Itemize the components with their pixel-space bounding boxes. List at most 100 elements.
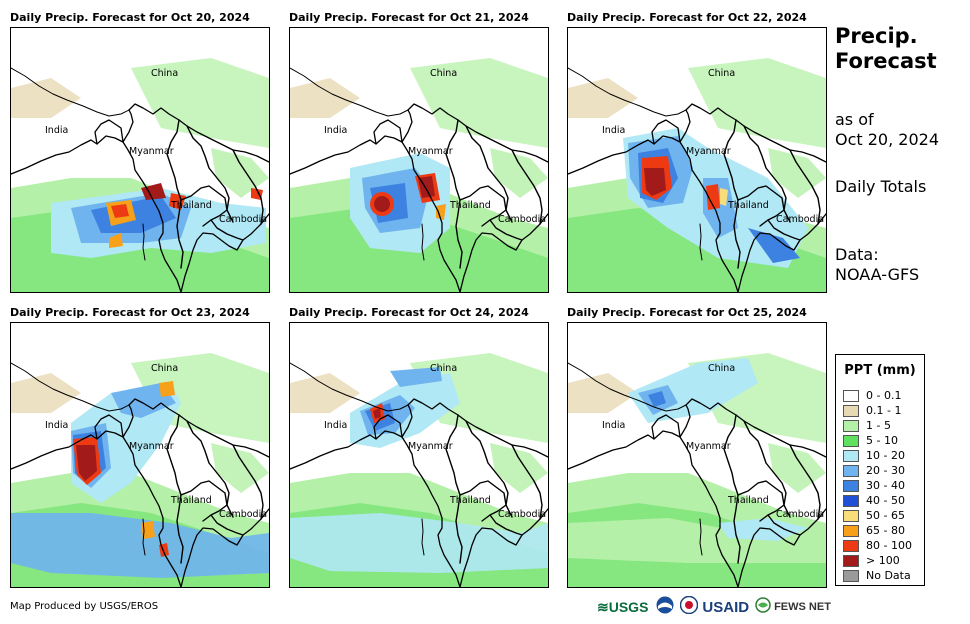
label-myanmar: Myanmar xyxy=(129,441,174,452)
legend-label: > 100 xyxy=(866,554,900,567)
legend-label: 5 - 10 xyxy=(866,434,898,447)
as-of-line1: as of xyxy=(835,110,874,129)
as-of-text: as of Oct 20, 2024 xyxy=(835,110,939,150)
usaid-logo: USAID xyxy=(702,598,750,616)
legend-label: 10 - 20 xyxy=(866,449,905,462)
label-cambodia: Cambodia xyxy=(776,509,825,520)
label-thailand: Thailand xyxy=(728,495,769,506)
label-china: China xyxy=(708,68,736,79)
label-myanmar: Myanmar xyxy=(686,441,731,452)
label-thailand: Thailand xyxy=(171,200,212,211)
precip-map: China India Myanmar Thailand Cambodia xyxy=(567,322,827,588)
label-china: China xyxy=(430,68,458,79)
legend-item: 20 - 30 xyxy=(843,463,905,478)
legend-label: 40 - 50 xyxy=(866,494,905,507)
legend-label: 20 - 30 xyxy=(866,464,905,477)
legend-label: No Data xyxy=(866,569,911,582)
ppt-legend: PPT (mm) 0 - 0.1 0.1 - 1 1 - 5 5 - 10 10 - 2… xyxy=(835,354,925,586)
legend-label: 30 - 40 xyxy=(866,479,905,492)
panel-title: Daily Precip. Forecast for Oct 24, 2024 xyxy=(289,306,529,319)
precip-map: China India Myanmar Thailand Cambodia xyxy=(289,322,549,588)
label-india: India xyxy=(45,420,69,431)
label-india: India xyxy=(602,125,626,136)
label-china: China xyxy=(151,363,179,374)
label-thailand: Thailand xyxy=(728,200,769,211)
usaid-seal-icon xyxy=(680,595,699,618)
legend-swatch xyxy=(843,449,859,462)
noaa-logo xyxy=(656,596,674,618)
legend-item: 0 - 0.1 xyxy=(843,388,901,403)
label-china: China xyxy=(430,363,458,374)
legend-item: 1 - 5 xyxy=(843,418,891,433)
legend-label: 0.1 - 1 xyxy=(866,404,902,417)
label-cambodia: Cambodia xyxy=(776,214,825,225)
fews-net-logo: FEWS NET xyxy=(774,601,831,613)
legend-swatch xyxy=(843,554,859,567)
usgs-logo: ≋USGS xyxy=(597,598,649,615)
label-myanmar: Myanmar xyxy=(408,441,453,452)
precip-map: China India Myanmar Thailand Cambodia xyxy=(10,322,270,588)
data-line2: NOAA-GFS xyxy=(835,265,920,284)
legend-item: 30 - 40 xyxy=(843,478,905,493)
label-cambodia: Cambodia xyxy=(219,214,268,225)
legend-item: 0.1 - 1 xyxy=(843,403,901,418)
legend-swatch xyxy=(843,509,859,522)
panel-title: Daily Precip. Forecast for Oct 22, 2024 xyxy=(567,11,807,24)
label-cambodia: Cambodia xyxy=(219,509,268,520)
legend-item: 10 - 20 xyxy=(843,448,905,463)
legend-swatch xyxy=(843,389,859,402)
legend-swatch xyxy=(843,404,859,417)
legend-item: 5 - 10 xyxy=(843,433,898,448)
legend-swatch xyxy=(843,419,859,432)
label-cambodia: Cambodia xyxy=(498,214,547,225)
panel-title: Daily Precip. Forecast for Oct 25, 2024 xyxy=(567,306,807,319)
partner-logos: ≋USGS USAID FEWS NET xyxy=(597,595,831,618)
legend-swatch xyxy=(843,464,859,477)
forecast-heading: Precip. Forecast xyxy=(835,24,937,74)
data-source-text: Data: NOAA-GFS xyxy=(835,245,919,285)
precip-map: China India Myanmar Thailand Cambodia xyxy=(567,27,827,293)
label-thailand: Thailand xyxy=(171,495,212,506)
legend-label: 65 - 80 xyxy=(866,524,905,537)
fews-globe-icon xyxy=(755,597,771,617)
legend-swatch xyxy=(843,524,859,537)
legend-swatch xyxy=(843,479,859,492)
legend-title: PPT (mm) xyxy=(844,363,916,378)
label-china: China xyxy=(708,363,736,374)
label-thailand: Thailand xyxy=(450,495,491,506)
precip-map: China India Myanmar Thailand Cambodia xyxy=(289,27,549,293)
legend-label: 80 - 100 xyxy=(866,539,912,552)
legend-label: 1 - 5 xyxy=(866,419,891,432)
legend-item: 65 - 80 xyxy=(843,523,905,538)
label-myanmar: Myanmar xyxy=(408,146,453,157)
legend-swatch xyxy=(843,569,859,582)
legend-label: 0 - 0.1 xyxy=(866,389,902,402)
legend-label: 50 - 65 xyxy=(866,509,905,522)
legend-item: 80 - 100 xyxy=(843,538,912,553)
heading-line2: Forecast xyxy=(835,49,937,73)
legend-item: No Data xyxy=(843,568,911,583)
precip-map: China India Myanmar Thailand Cambodia xyxy=(10,27,270,293)
label-india: India xyxy=(324,420,348,431)
panel-title: Daily Precip. Forecast for Oct 20, 2024 xyxy=(10,11,250,24)
label-india: India xyxy=(45,125,69,136)
label-myanmar: Myanmar xyxy=(686,146,731,157)
legend-swatch xyxy=(843,539,859,552)
label-india: India xyxy=(602,420,626,431)
heading-line1: Precip. xyxy=(835,24,918,48)
map-credit: Map Produced by USGS/EROS xyxy=(10,601,159,612)
legend-item: 50 - 65 xyxy=(843,508,905,523)
label-myanmar: Myanmar xyxy=(129,146,174,157)
daily-totals-text: Daily Totals xyxy=(835,177,927,196)
as-of-date: Oct 20, 2024 xyxy=(835,130,939,149)
panel-title: Daily Precip. Forecast for Oct 23, 2024 xyxy=(10,306,250,319)
legend-swatch xyxy=(843,434,859,447)
data-line1: Data: xyxy=(835,245,879,264)
legend-swatch xyxy=(843,494,859,507)
label-india: India xyxy=(324,125,348,136)
legend-item: 40 - 50 xyxy=(843,493,905,508)
label-cambodia: Cambodia xyxy=(498,509,547,520)
legend-item: > 100 xyxy=(843,553,900,568)
label-thailand: Thailand xyxy=(450,200,491,211)
panel-title: Daily Precip. Forecast for Oct 21, 2024 xyxy=(289,11,529,24)
